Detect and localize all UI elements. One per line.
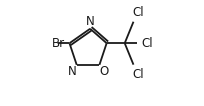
Text: Cl: Cl	[133, 68, 144, 81]
Text: Cl: Cl	[133, 6, 144, 19]
Text: Cl: Cl	[141, 37, 153, 50]
Text: O: O	[99, 65, 109, 78]
Text: N: N	[86, 15, 94, 27]
Text: Br: Br	[52, 37, 65, 50]
Text: N: N	[68, 65, 76, 78]
